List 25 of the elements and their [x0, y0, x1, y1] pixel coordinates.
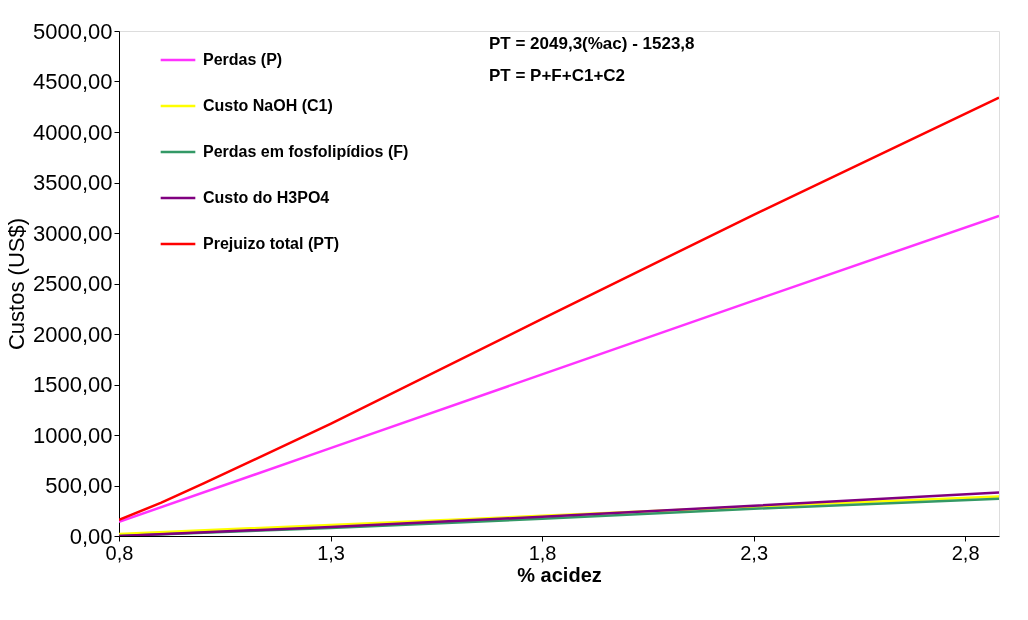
y-tick-label: 4000,00	[32, 119, 113, 145]
y-tick-label: 500,00	[45, 473, 113, 498]
x-axis-title: % acidez	[517, 563, 602, 586]
y-tick-label: 4500,00	[32, 69, 113, 94]
y-tick-label: 1000,00	[32, 422, 113, 448]
legend-label: Custo NaOH (C1)	[203, 97, 333, 114]
x-tick-label: 1,8	[528, 541, 557, 564]
line-series	[119, 214, 999, 524]
y-tick-label: 3500,00	[32, 170, 113, 195]
line-series	[119, 96, 999, 522]
y-tick-label: 3000,00	[32, 220, 113, 246]
x-tick-label: 2,8	[951, 541, 980, 564]
y-tick-label: 1500,00	[32, 372, 113, 397]
annotation: PT = P+F+C1+C2	[489, 66, 626, 85]
x-tick-label: 2,3	[740, 541, 769, 564]
y-axis-title: Custos (US$)	[3, 217, 29, 351]
legend-label: Perdas em fosfolipídios (F)	[203, 143, 409, 160]
y-tick-label: 2000,00	[32, 321, 113, 347]
y-tick-label: 5000,00	[32, 18, 113, 44]
legend-label: Prejuizo total (PT)	[203, 235, 339, 252]
annotation: PT = 2049,3(%ac) - 1523,8	[489, 34, 695, 53]
y-tick-label: 2500,00	[32, 271, 113, 296]
x-tick-label: 1,3	[317, 541, 345, 564]
legend-label: Custo do H3PO4	[203, 189, 330, 206]
legend-label: Perdas (P)	[203, 51, 283, 68]
